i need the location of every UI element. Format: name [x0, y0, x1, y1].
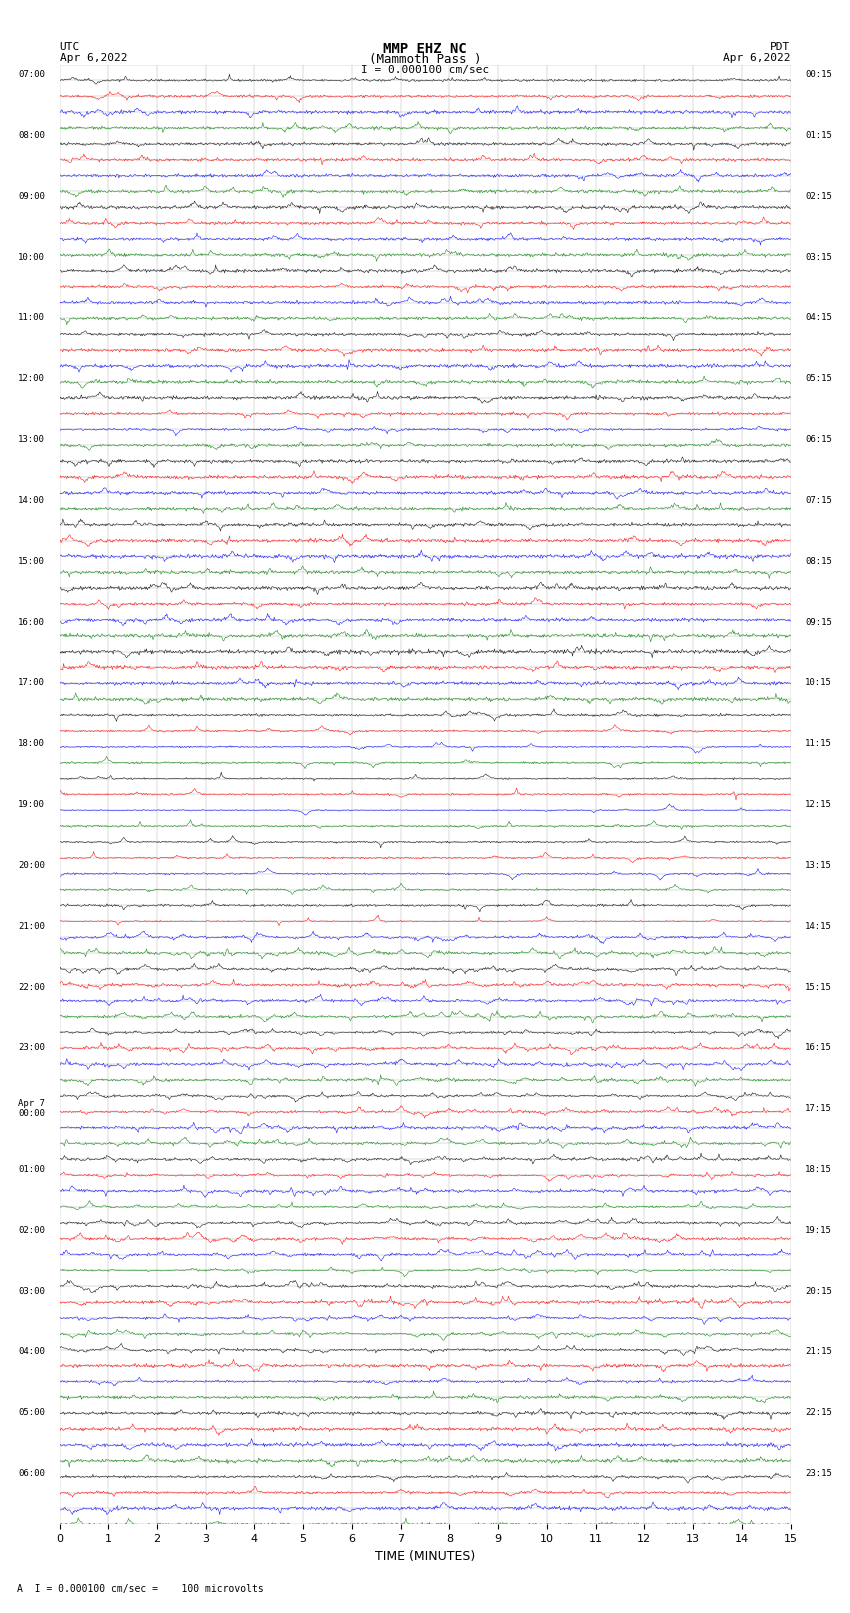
Text: Apr 6,2022: Apr 6,2022 — [723, 53, 791, 63]
Text: I = 0.000100 cm/sec: I = 0.000100 cm/sec — [361, 65, 489, 74]
Text: 09:15: 09:15 — [805, 618, 832, 626]
Text: 04:15: 04:15 — [805, 313, 832, 323]
X-axis label: TIME (MINUTES): TIME (MINUTES) — [375, 1550, 475, 1563]
Text: 18:00: 18:00 — [18, 739, 45, 748]
Text: Apr 6,2022: Apr 6,2022 — [60, 53, 127, 63]
Text: Apr 7
00:00: Apr 7 00:00 — [18, 1098, 45, 1118]
Text: 21:00: 21:00 — [18, 921, 45, 931]
Text: 02:00: 02:00 — [18, 1226, 45, 1236]
Text: 04:00: 04:00 — [18, 1347, 45, 1357]
Text: 08:00: 08:00 — [18, 131, 45, 140]
Text: 19:15: 19:15 — [805, 1226, 832, 1236]
Text: 23:00: 23:00 — [18, 1044, 45, 1052]
Text: 15:15: 15:15 — [805, 982, 832, 992]
Text: 22:15: 22:15 — [805, 1408, 832, 1418]
Text: 19:00: 19:00 — [18, 800, 45, 810]
Text: 13:00: 13:00 — [18, 436, 45, 444]
Text: 16:00: 16:00 — [18, 618, 45, 626]
Text: 08:15: 08:15 — [805, 556, 832, 566]
Text: 18:15: 18:15 — [805, 1165, 832, 1174]
Text: 16:15: 16:15 — [805, 1044, 832, 1052]
Text: 23:15: 23:15 — [805, 1469, 832, 1478]
Text: 01:15: 01:15 — [805, 131, 832, 140]
Text: 21:15: 21:15 — [805, 1347, 832, 1357]
Text: 20:00: 20:00 — [18, 861, 45, 869]
Text: 11:00: 11:00 — [18, 313, 45, 323]
Text: 14:15: 14:15 — [805, 921, 832, 931]
Text: 10:15: 10:15 — [805, 679, 832, 687]
Text: 05:00: 05:00 — [18, 1408, 45, 1418]
Text: 02:15: 02:15 — [805, 192, 832, 200]
Text: 17:00: 17:00 — [18, 679, 45, 687]
Text: 07:00: 07:00 — [18, 69, 45, 79]
Text: 00:15: 00:15 — [805, 69, 832, 79]
Text: 12:15: 12:15 — [805, 800, 832, 810]
Text: MMP EHZ NC: MMP EHZ NC — [383, 42, 467, 56]
Text: 13:15: 13:15 — [805, 861, 832, 869]
Text: 11:15: 11:15 — [805, 739, 832, 748]
Text: 03:15: 03:15 — [805, 253, 832, 261]
Text: 15:00: 15:00 — [18, 556, 45, 566]
Text: 03:00: 03:00 — [18, 1287, 45, 1295]
Text: 06:15: 06:15 — [805, 436, 832, 444]
Text: 20:15: 20:15 — [805, 1287, 832, 1295]
Text: A  I = 0.000100 cm/sec =    100 microvolts: A I = 0.000100 cm/sec = 100 microvolts — [17, 1584, 264, 1594]
Text: 22:00: 22:00 — [18, 982, 45, 992]
Text: 01:00: 01:00 — [18, 1165, 45, 1174]
Text: 10:00: 10:00 — [18, 253, 45, 261]
Text: PDT: PDT — [770, 42, 790, 52]
Text: 12:00: 12:00 — [18, 374, 45, 384]
Text: 14:00: 14:00 — [18, 495, 45, 505]
Text: 05:15: 05:15 — [805, 374, 832, 384]
Text: UTC: UTC — [60, 42, 80, 52]
Text: 09:00: 09:00 — [18, 192, 45, 200]
Text: 07:15: 07:15 — [805, 495, 832, 505]
Text: (Mammoth Pass ): (Mammoth Pass ) — [369, 53, 481, 66]
Text: 17:15: 17:15 — [805, 1105, 832, 1113]
Text: 06:00: 06:00 — [18, 1469, 45, 1478]
